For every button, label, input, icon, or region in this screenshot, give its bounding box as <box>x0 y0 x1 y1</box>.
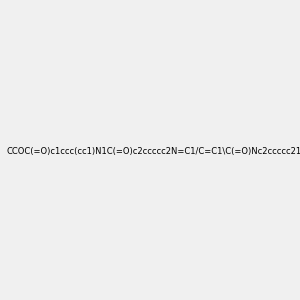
Text: CCOC(=O)c1ccc(cc1)N1C(=O)c2ccccc2N=C1/C=C1\C(=O)Nc2ccccc21: CCOC(=O)c1ccc(cc1)N1C(=O)c2ccccc2N=C1/C=… <box>6 147 300 156</box>
